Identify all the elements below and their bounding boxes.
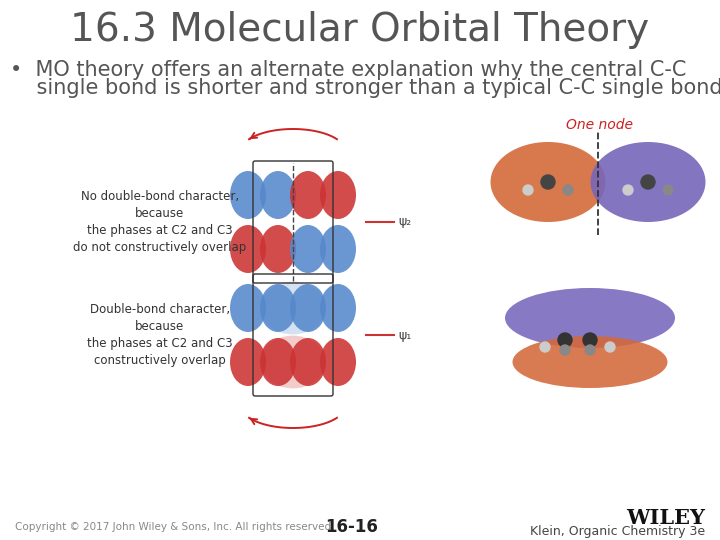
Ellipse shape	[290, 225, 326, 273]
Text: ψ₁: ψ₁	[398, 328, 411, 341]
Ellipse shape	[320, 284, 356, 332]
Circle shape	[523, 185, 533, 195]
Ellipse shape	[260, 338, 296, 386]
Circle shape	[623, 185, 633, 195]
Ellipse shape	[260, 171, 296, 219]
Text: •  MO theory offers an alternate explanation why the central C-C: • MO theory offers an alternate explanat…	[10, 60, 686, 80]
Ellipse shape	[260, 225, 296, 273]
Text: ψ₂: ψ₂	[398, 215, 411, 228]
Text: No double-bond character,
because
the phases at C2 and C3
do not constructively : No double-bond character, because the ph…	[73, 190, 247, 254]
Circle shape	[663, 185, 673, 195]
Ellipse shape	[505, 288, 675, 348]
Ellipse shape	[230, 225, 266, 273]
Ellipse shape	[261, 335, 325, 388]
Circle shape	[583, 333, 597, 347]
Ellipse shape	[290, 338, 326, 386]
Ellipse shape	[260, 284, 296, 332]
Text: Klein, Organic Chemistry 3e: Klein, Organic Chemistry 3e	[530, 525, 705, 538]
Ellipse shape	[320, 171, 356, 219]
Circle shape	[558, 333, 572, 347]
Ellipse shape	[590, 142, 706, 222]
Circle shape	[560, 345, 570, 355]
Circle shape	[641, 175, 655, 189]
Ellipse shape	[290, 171, 326, 219]
Ellipse shape	[513, 336, 667, 388]
Ellipse shape	[230, 338, 266, 386]
Ellipse shape	[261, 281, 325, 334]
Ellipse shape	[230, 284, 266, 332]
Ellipse shape	[320, 225, 356, 273]
Circle shape	[585, 345, 595, 355]
Circle shape	[605, 342, 615, 352]
Text: Double-bond character,
because
the phases at C2 and C3
constructively overlap: Double-bond character, because the phase…	[87, 303, 233, 367]
Text: 16.3 Molecular Orbital Theory: 16.3 Molecular Orbital Theory	[71, 11, 649, 49]
Text: 16-16: 16-16	[325, 518, 379, 536]
Text: single bond is shorter and stronger than a typical C-C single bond: single bond is shorter and stronger than…	[10, 78, 720, 98]
Ellipse shape	[230, 171, 266, 219]
Ellipse shape	[490, 142, 606, 222]
Circle shape	[563, 185, 573, 195]
Text: Copyright © 2017 John Wiley & Sons, Inc. All rights reserved.: Copyright © 2017 John Wiley & Sons, Inc.…	[15, 522, 335, 532]
Text: WILEY: WILEY	[626, 508, 705, 528]
Circle shape	[541, 175, 555, 189]
Circle shape	[540, 342, 550, 352]
Text: One node: One node	[567, 118, 634, 132]
Ellipse shape	[320, 338, 356, 386]
Ellipse shape	[290, 284, 326, 332]
